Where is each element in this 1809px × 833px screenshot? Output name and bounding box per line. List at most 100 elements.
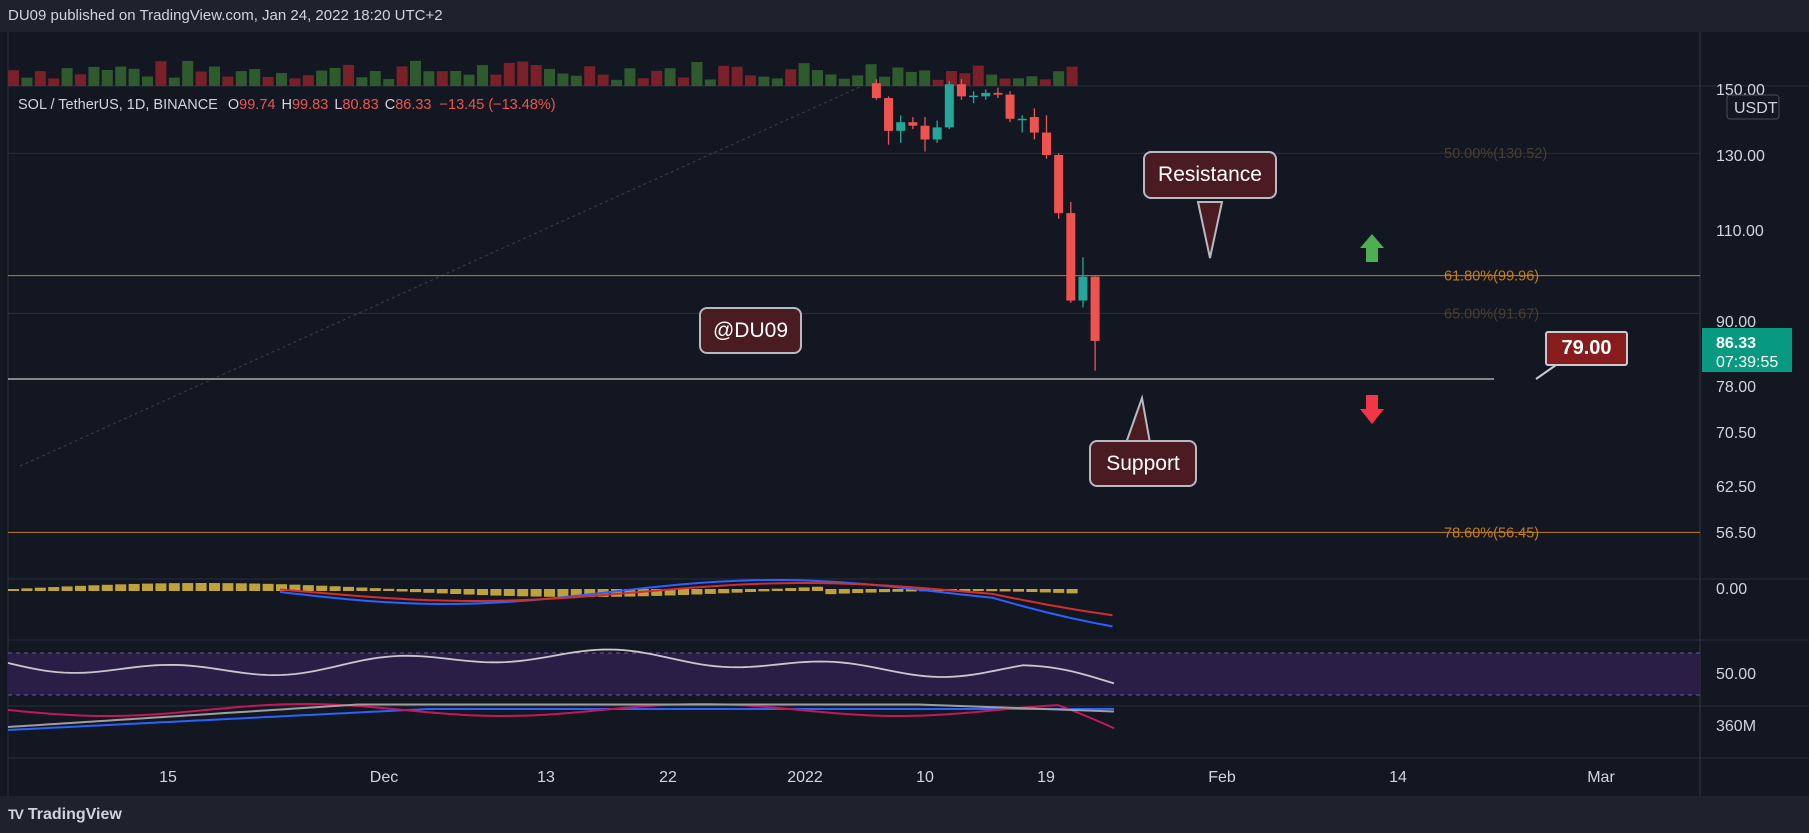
- macd-hist-3: [48, 587, 60, 591]
- volume-bar-6: [88, 66, 100, 86]
- price-tick-0: 130.00: [1716, 148, 1765, 165]
- volume-bar-71: [959, 73, 971, 86]
- low-value: 80.83: [342, 97, 379, 113]
- currency-unit-box[interactable]: [1726, 94, 1780, 120]
- fib-label-3: 78.60%(56.45): [1444, 525, 1539, 541]
- time-tick-6: 19: [1037, 769, 1055, 786]
- macd-hist-15: [209, 583, 220, 591]
- price-tick-4: 70.50: [1716, 425, 1756, 442]
- candle-body-6: [944, 84, 954, 128]
- publisher-header: DU09 published on TradingView.com, Jan 2…: [0, 0, 1809, 32]
- change-value: −13.45 (−13.48%): [439, 97, 556, 113]
- volume-bar-72: [972, 65, 984, 86]
- candle-body-14: [1042, 132, 1051, 155]
- obv-line-pink: [7, 703, 1115, 730]
- macd-hist-7: [101, 584, 113, 591]
- macd-hist-26: [356, 587, 368, 591]
- candle-body-17: [1078, 276, 1088, 301]
- macd-hist-10: [142, 583, 153, 591]
- price-axis[interactable]: 130.00 110.00 90.00 78.00 70.50 62.50 56.50: [1716, 148, 1765, 542]
- volume-bar-40: [544, 68, 555, 86]
- macd-hist-2: [34, 587, 46, 591]
- macd-hist-1: [21, 588, 33, 591]
- tradingview-logo-icon: TV: [8, 806, 24, 822]
- price-tick-2: 90.00: [1716, 314, 1756, 331]
- price-chart[interactable]: 50.00%(130.52) 61.80%(99.96) 65.00%(91.67)…: [0, 32, 1809, 796]
- macd-hist-78: [1053, 589, 1065, 593]
- macd-hist-19: [262, 583, 274, 591]
- time-axis[interactable]: 15 Dec 13 22 2022 10 19 Feb 14 Mar: [159, 769, 1615, 786]
- author-watermark[interactable]: @DU09: [699, 307, 802, 354]
- candle-body-15: [1054, 155, 1064, 214]
- macd-hist-6: [88, 585, 100, 591]
- macd-hist-58: [785, 588, 797, 591]
- candle-body-1: [884, 98, 894, 131]
- macd-hist-34: [463, 589, 475, 595]
- volume-bar-39: [530, 65, 542, 86]
- low-label: L: [334, 97, 343, 113]
- volume-bar-79: [1066, 66, 1078, 86]
- volume-bar-55: [745, 75, 756, 86]
- high-value: 99.83: [291, 97, 329, 113]
- volume-bar-18: [249, 69, 261, 86]
- price-tick-3: 78.00: [1716, 379, 1756, 396]
- fib-trend-line: [19, 85, 863, 467]
- footer-bar: TV TradingView: [0, 796, 1809, 833]
- candlesticks: [871, 79, 1100, 371]
- macd-hist-49: [664, 589, 676, 596]
- volume-bar-51: [691, 62, 703, 86]
- volume-bar-74: [999, 78, 1011, 86]
- candle-body-3: [908, 122, 918, 126]
- volume-bar-47: [637, 78, 649, 86]
- volume-bar-73: [986, 74, 998, 86]
- macd-hist-28: [383, 588, 395, 591]
- volume-bar-17: [235, 71, 247, 86]
- macd-hist-29: [396, 589, 408, 592]
- candle-body-11: [1005, 94, 1015, 119]
- macd-hist-38: [517, 589, 529, 597]
- volume-bar-27: [369, 70, 381, 86]
- resistance-callout[interactable]: Resistance: [1143, 151, 1277, 199]
- macd-hist-61: [825, 589, 837, 595]
- support-callout[interactable]: Support: [1089, 440, 1197, 487]
- indicator-lines: [7, 578, 1115, 731]
- volume-bar-3: [48, 78, 60, 86]
- candle-body-10: [993, 92, 1003, 95]
- candle-body-12: [1017, 118, 1027, 121]
- currency-unit: USDT: [1734, 100, 1778, 117]
- volume-bar-66: [892, 67, 904, 86]
- volume-bar-20: [276, 72, 287, 86]
- volume-bar-49: [664, 68, 676, 86]
- tradingview-logo[interactable]: TV TradingView: [8, 796, 122, 833]
- volume-bar-7: [101, 70, 113, 86]
- volume-bar-0: [8, 70, 19, 86]
- macd-hist-36: [490, 589, 502, 596]
- candle-body-9: [981, 92, 991, 97]
- symbol-name: SOL / TetherUS, 1D, BINANCE: [18, 97, 218, 113]
- macd-hist-33: [450, 589, 462, 595]
- macd-hist-62: [838, 589, 850, 594]
- volume-bar-58: [785, 69, 797, 86]
- macd-hist-55: [745, 589, 756, 593]
- macd-hist-27: [369, 588, 381, 591]
- resistance-pointer: [1196, 201, 1224, 259]
- rsi-line: [7, 648, 1115, 685]
- time-tick-9: Mar: [1587, 769, 1615, 786]
- macd-hist-30: [410, 589, 421, 593]
- macd-hist-8: [115, 584, 127, 591]
- candle-body-7: [956, 84, 966, 97]
- macd-hist-17: [235, 583, 247, 591]
- macd-hist-79: [1066, 589, 1078, 594]
- macd-hist-39: [530, 589, 542, 597]
- volume-bar-59: [798, 63, 810, 86]
- price-tag-label[interactable]: 79.00: [1545, 331, 1628, 366]
- volume-bar-65: [879, 76, 890, 86]
- time-tick-0: 15: [159, 769, 177, 786]
- volume-bar-14: [195, 71, 207, 86]
- macd-hist-63: [852, 589, 864, 594]
- volume-bar-77: [1039, 79, 1051, 86]
- volume-bar-4: [61, 68, 73, 86]
- macd-hist-75: [1013, 589, 1024, 592]
- macd-hist-64: [865, 589, 877, 593]
- symbol-legend: SOL / TetherUS, 1D, BINANCE O99.74 H99.8…: [18, 97, 556, 113]
